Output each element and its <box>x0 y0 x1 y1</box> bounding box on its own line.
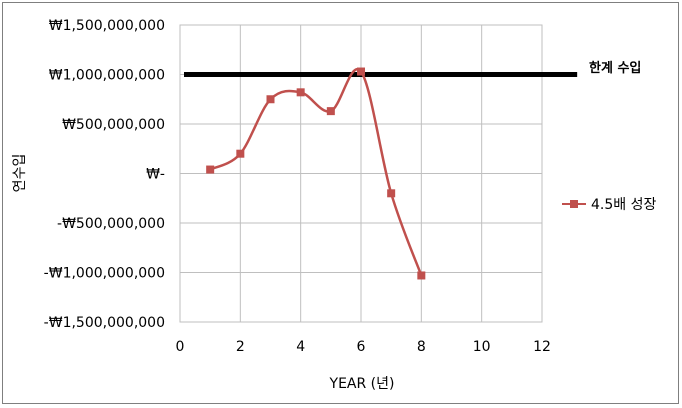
series-line <box>209 67 423 276</box>
legend-label: 4.5배 성장 <box>591 197 656 213</box>
x-tick-label: 4 <box>296 339 305 355</box>
y-tick-labels: ₩1,500,000,000 ₩1,000,000,000 ₩500,000,000… <box>44 18 165 331</box>
data-point <box>387 189 396 198</box>
y-tick-label: ₩- <box>146 167 165 183</box>
series-layer <box>206 67 426 280</box>
y-tick-label: ₩1,000,000,000 <box>49 68 165 84</box>
y-axis-label: 연수입 <box>12 154 28 193</box>
data-point <box>326 107 335 116</box>
reference-line-label: 한계 수입 <box>589 60 641 76</box>
y-tick-label: -₩1,500,000,000 <box>44 315 165 331</box>
data-point <box>417 271 426 280</box>
x-tick-label: 2 <box>236 339 245 355</box>
y-tick-label: ₩500,000,000 <box>62 117 165 133</box>
x-tick-label: 12 <box>533 339 551 355</box>
legend-marker <box>570 200 578 208</box>
data-point <box>357 67 365 76</box>
data-point <box>266 95 275 104</box>
y-tick-label: -₩1,000,000,000 <box>44 266 165 282</box>
data-point <box>296 88 305 97</box>
y-tick-label: ₩1,500,000,000 <box>49 18 165 34</box>
plot-area-border <box>179 24 543 323</box>
x-tick-label: 0 <box>176 339 185 355</box>
x-tick-label: 6 <box>357 339 366 355</box>
x-tick-labels: 0 2 4 6 8 10 12 <box>176 339 551 355</box>
legend: 4.5배 성장 <box>562 197 656 213</box>
x-tick-label: 10 <box>473 339 491 355</box>
data-point <box>236 149 245 158</box>
data-point <box>206 165 215 174</box>
x-tick-label: 8 <box>417 339 426 355</box>
x-axis-label: YEAR (년) <box>329 376 395 392</box>
y-tick-label: -₩500,000,000 <box>57 216 165 232</box>
